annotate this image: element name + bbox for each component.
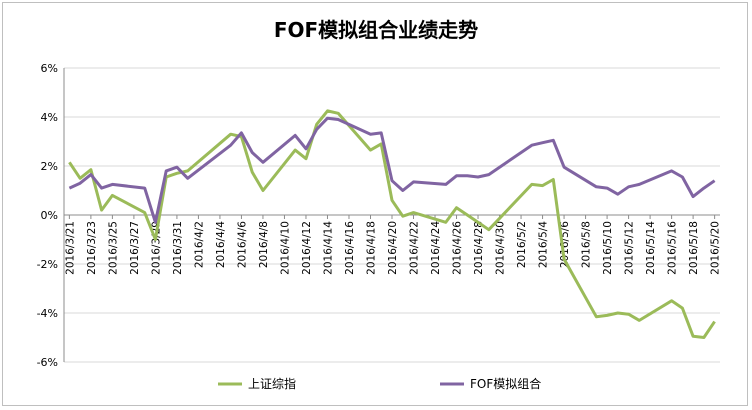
chart-title: FOF模拟组合业绩走势	[273, 18, 479, 42]
x-tick-label: 2016/4/16	[344, 221, 356, 275]
y-tick-labels: 6% 4% 2% 0% -2% -4% -6%	[37, 62, 58, 369]
x-tick-label: 2016/3/23	[86, 221, 98, 275]
x-tick-label: 2016/5/6	[559, 221, 571, 268]
x-tick-label: 2016/4/22	[409, 221, 421, 275]
y-tick-label: 6%	[41, 62, 58, 75]
x-tick-label: 2016/4/6	[236, 221, 248, 268]
axes	[63, 68, 720, 362]
x-tick-label: 2016/4/20	[387, 221, 399, 275]
x-tick-label: 2016/5/20	[710, 221, 722, 275]
x-tick-label: 2016/5/16	[667, 221, 679, 275]
series-lines	[68, 109, 716, 339]
y-tick-label: 2%	[41, 160, 58, 173]
x-tick-label: 2016/4/4	[215, 221, 227, 268]
x-tick-label: 2016/4/2	[193, 221, 205, 268]
series-line-2	[68, 116, 716, 224]
x-tick-label: 2016/5/4	[538, 221, 550, 268]
y-tick-label: 0%	[41, 209, 58, 222]
legend: 上证综指 FOF模拟组合	[218, 376, 541, 391]
x-tick-label: 2016/4/24	[430, 221, 442, 275]
x-tick-label: 2016/4/30	[495, 221, 507, 275]
x-tick-label: 2016/5/8	[581, 221, 593, 268]
x-tick-label: 2016/5/12	[624, 221, 636, 275]
legend-label-1: 上证综指	[248, 376, 296, 391]
x-tick-label: 2016/4/28	[473, 221, 485, 275]
legend-label-2: FOF模拟组合	[470, 376, 541, 391]
y-tick-label: -4%	[37, 307, 58, 320]
x-tick-labels: 2016/3/21 2016/3/23 2016/3/25 2016/3/27 2016…	[64, 221, 721, 275]
x-tick-label: 2016/4/8	[258, 221, 270, 268]
y-tick-label: -6%	[37, 356, 58, 369]
x-tick-label: 2016/3/21	[64, 221, 76, 275]
y-tick-label: 4%	[41, 111, 58, 124]
x-tick-label: 2016/3/31	[172, 221, 184, 275]
x-tick-label: 2016/5/10	[602, 221, 614, 275]
y-tick-label: -2%	[37, 258, 58, 271]
x-tick-label: 2016/5/18	[688, 221, 700, 275]
x-tick-label: 2016/3/27	[129, 221, 141, 275]
x-tick-label: 2016/4/18	[365, 221, 377, 275]
x-tick-label: 2016/4/14	[322, 221, 334, 275]
x-tick-label: 2016/4/10	[279, 221, 291, 275]
x-tick-label: 2016/3/25	[107, 221, 119, 275]
x-tick-label: 2016/4/12	[301, 221, 313, 275]
x-tick-label: 2016/5/14	[645, 221, 657, 275]
x-tick-label: 2016/5/2	[516, 221, 528, 268]
x-tick-label: 2016/4/26	[452, 221, 464, 275]
